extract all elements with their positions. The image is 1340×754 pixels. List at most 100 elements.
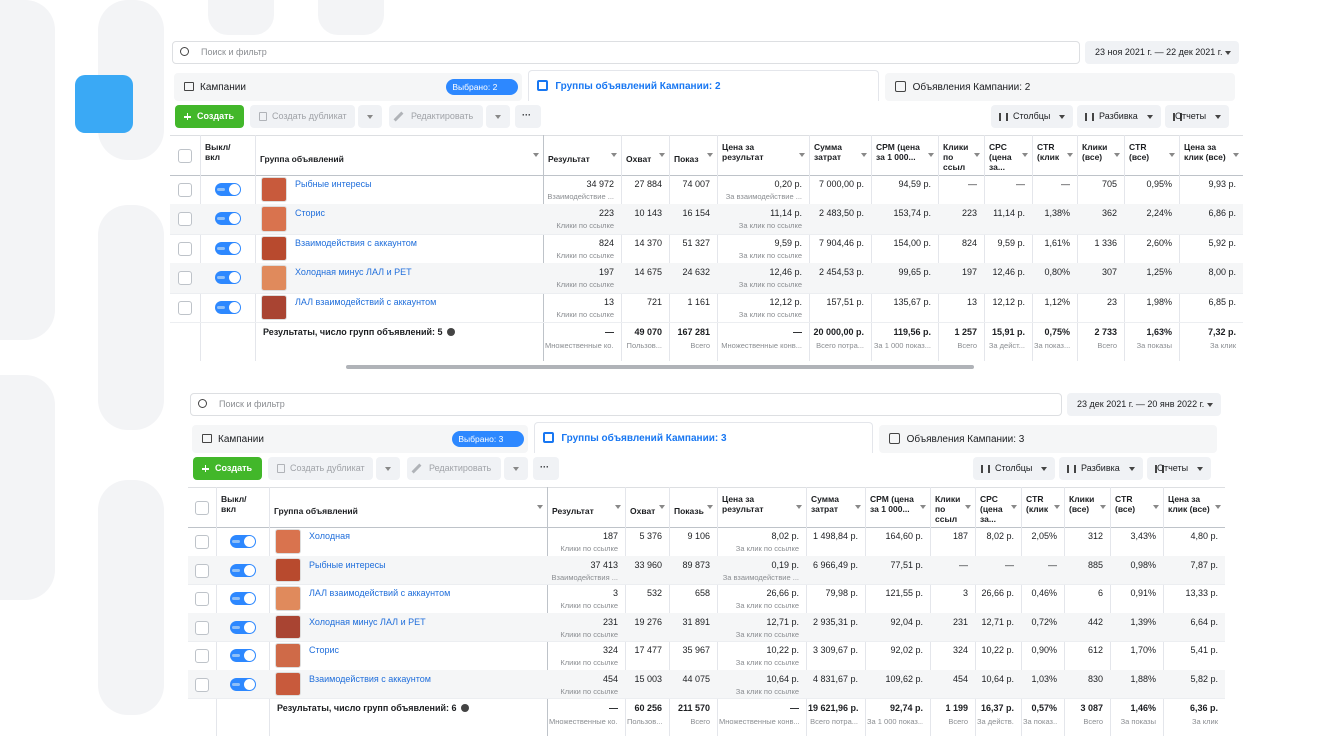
toggle[interactable] bbox=[229, 677, 256, 691]
column-header[interactable]: Цена за результат bbox=[722, 142, 764, 162]
sort-arrow bbox=[537, 505, 543, 509]
ad-set-name[interactable]: Рыбные интересы bbox=[295, 179, 372, 189]
more-button[interactable]: ··· bbox=[515, 105, 541, 128]
column-header[interactable]: Клики (все) bbox=[1082, 142, 1108, 162]
ad-set-name[interactable]: Холодная минус ЛАЛ и РЕТ bbox=[295, 267, 412, 278]
cell-sublabel: За показы bbox=[1120, 717, 1156, 726]
edit-dropdown[interactable] bbox=[504, 457, 528, 480]
toggle[interactable] bbox=[229, 563, 256, 577]
column-header[interactable]: CTR (все) bbox=[1129, 142, 1150, 162]
column-header[interactable]: Клики по ссыл bbox=[943, 142, 969, 172]
campaigns-tab[interactable]: Кампании Выбрано: 2 bbox=[174, 73, 523, 101]
row-checkbox[interactable] bbox=[178, 241, 192, 256]
ad-set-name[interactable]: ЛАЛ взаимодействий с аккаунтом bbox=[309, 588, 451, 598]
duplicate-button[interactable]: Создать дубликат bbox=[250, 105, 355, 128]
column-header[interactable]: CPM (цена за 1 000... bbox=[876, 142, 920, 162]
row-checkbox[interactable] bbox=[178, 212, 192, 227]
toggle[interactable] bbox=[214, 271, 241, 285]
column-header[interactable]: Цена за результат bbox=[722, 494, 764, 514]
edit-button[interactable]: Редактировать bbox=[407, 457, 501, 480]
toggle[interactable] bbox=[214, 183, 241, 196]
ad-set-name[interactable]: Холодная bbox=[309, 531, 350, 541]
duplicate-button[interactable]: Создать дубликат bbox=[268, 457, 373, 480]
edit-button[interactable]: Редактировать bbox=[389, 105, 483, 128]
cell-value: 9,93 р. bbox=[1208, 179, 1236, 189]
selected-pill[interactable]: Выбрано: 3 bbox=[452, 431, 525, 447]
toggle[interactable] bbox=[214, 241, 241, 255]
row-checkbox[interactable] bbox=[195, 563, 209, 578]
row-checkbox[interactable] bbox=[178, 300, 192, 315]
column-header[interactable]: Группа объявлений bbox=[274, 505, 358, 516]
column-header[interactable]: Результат bbox=[552, 505, 594, 516]
column-header[interactable]: Выкл/ вкл bbox=[205, 142, 231, 162]
row-checkbox[interactable] bbox=[195, 592, 209, 606]
ads-tab[interactable]: Объявления Кампании: 2 bbox=[884, 73, 1235, 101]
ad-sets-tab[interactable]: Группы объявлений Кампании: 2 bbox=[528, 70, 879, 101]
cell-sublabel: За показ... bbox=[1034, 341, 1070, 350]
column-header[interactable]: Клики (все) bbox=[1069, 494, 1095, 514]
column-header[interactable]: Выкл/ вкл bbox=[221, 494, 247, 514]
ad-set-name[interactable]: Холодная минус ЛАЛ и РЕТ bbox=[309, 616, 426, 627]
column-header[interactable]: Охват bbox=[630, 505, 656, 516]
row-checkbox[interactable] bbox=[195, 535, 209, 549]
column-header[interactable]: Показы bbox=[674, 505, 704, 516]
row-checkbox[interactable] bbox=[195, 677, 209, 692]
toggle[interactable] bbox=[229, 649, 256, 662]
create-button[interactable]: Создать bbox=[175, 105, 244, 128]
ads-tab[interactable]: Объявления Кампании: 3 bbox=[878, 425, 1217, 453]
columns-button[interactable]: Столбцы bbox=[991, 105, 1073, 128]
ad-set-name[interactable]: Сторис bbox=[309, 645, 340, 655]
toggle[interactable] bbox=[214, 300, 241, 314]
breakdown-button[interactable]: Разбивка bbox=[1077, 105, 1161, 128]
column-header[interactable]: CPC (цена за... bbox=[989, 142, 1012, 172]
column-header[interactable]: Группа объявлений bbox=[260, 153, 344, 164]
header-checkbox[interactable] bbox=[195, 501, 209, 515]
cell-value: 3,43% bbox=[1130, 531, 1156, 541]
more-button[interactable]: ··· bbox=[533, 457, 559, 480]
column-header[interactable]: CTR (клик bbox=[1037, 142, 1060, 162]
row-checkbox[interactable] bbox=[178, 183, 192, 197]
row-checkbox[interactable] bbox=[195, 649, 209, 663]
column-header[interactable]: Сумма затрат bbox=[814, 142, 842, 162]
toggle[interactable] bbox=[214, 212, 241, 226]
ad-set-name[interactable]: Взаимодействия с аккаунтом bbox=[295, 237, 417, 248]
row-checkbox[interactable] bbox=[178, 271, 192, 286]
columns-button[interactable]: Столбцы bbox=[973, 457, 1055, 480]
column-header[interactable]: Показ bbox=[674, 153, 699, 164]
cell-value: 24 632 bbox=[682, 267, 710, 278]
toggle[interactable] bbox=[229, 535, 256, 548]
column-header[interactable]: Охват bbox=[626, 153, 652, 164]
column-header[interactable]: Сумма затрат bbox=[811, 494, 839, 514]
breakdown-button[interactable]: Разбивка bbox=[1059, 457, 1143, 480]
duplicate-dropdown[interactable] bbox=[376, 457, 400, 480]
column-header[interactable]: CPM (цена за 1 000... bbox=[870, 494, 914, 514]
duplicate-dropdown[interactable] bbox=[358, 105, 382, 128]
edit-dropdown[interactable] bbox=[486, 105, 510, 128]
ad-set-name[interactable]: Сторис bbox=[295, 208, 326, 219]
reports-button[interactable]: Отчеты bbox=[1165, 105, 1229, 128]
reports-button[interactable]: Отчеты bbox=[1147, 457, 1211, 480]
date-range[interactable]: 23 ноя 2021 г. — 22 дек 2021 г. bbox=[1085, 41, 1239, 64]
selected-pill[interactable]: Выбрано: 2 bbox=[446, 79, 519, 95]
header-checkbox[interactable] bbox=[178, 149, 192, 163]
column-header[interactable]: CPC (цена за... bbox=[980, 494, 1003, 524]
row-checkbox[interactable] bbox=[195, 620, 209, 635]
toggle-knob bbox=[243, 564, 255, 576]
ad-set-name[interactable]: ЛАЛ взаимодействий с аккаунтом bbox=[295, 296, 437, 307]
search-bar[interactable]: Поиск и фильтр bbox=[190, 393, 1062, 416]
ad-sets-tab[interactable]: Группы объявлений Кампании: 3 bbox=[534, 422, 873, 453]
column-header[interactable]: Цена за клик (все) bbox=[1184, 142, 1226, 162]
create-button[interactable]: Создать bbox=[193, 457, 262, 480]
column-header[interactable]: CTR (все) bbox=[1115, 494, 1136, 514]
ad-set-name[interactable]: Рыбные интересы bbox=[309, 559, 386, 570]
column-header[interactable]: Цена за клик (все) bbox=[1168, 494, 1210, 514]
column-header[interactable]: CTR (клик bbox=[1026, 494, 1049, 514]
toggle[interactable] bbox=[229, 592, 256, 605]
toggle[interactable] bbox=[229, 620, 256, 634]
ad-set-name[interactable]: Взаимодействия с аккаунтом bbox=[309, 673, 431, 684]
campaigns-tab[interactable]: Кампании Выбрано: 3 bbox=[192, 425, 529, 453]
search-bar[interactable]: Поиск и фильтр bbox=[172, 41, 1080, 64]
column-header[interactable]: Результат bbox=[548, 153, 590, 164]
date-range[interactable]: 23 дек 2021 г. — 20 янв 2022 г. bbox=[1067, 393, 1221, 416]
column-header[interactable]: Клики по ссыл bbox=[935, 494, 961, 524]
